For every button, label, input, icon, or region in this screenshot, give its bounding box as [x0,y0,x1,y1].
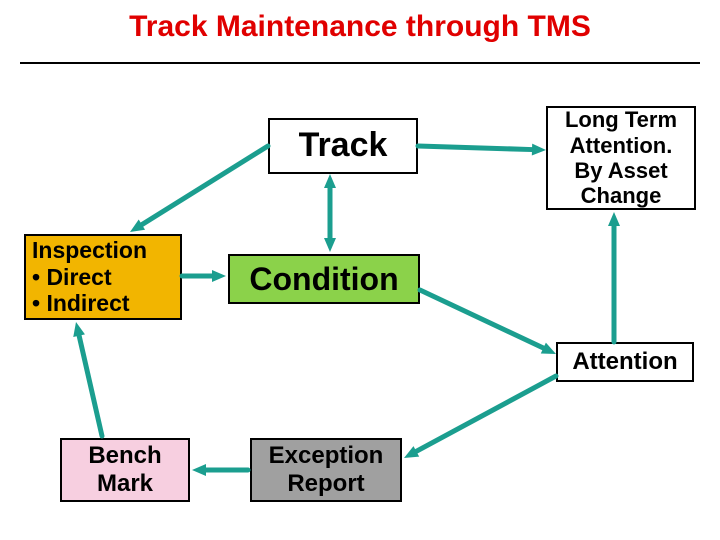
node-inspection-line2: • Direct [32,264,112,290]
node-benchmark-line2: Mark [97,470,153,498]
node-track-label: Track [299,126,388,165]
node-longterm-line1: Long Term [565,107,677,132]
node-condition: Condition [228,254,420,304]
arrow-attention-to-exception [416,376,556,451]
node-exception-line1: Exception [269,442,384,470]
node-longterm-line4: Change [581,183,662,208]
node-inspection-line3: • Indirect [32,290,130,316]
node-longterm: Long Term Attention. By Asset Change [546,106,696,210]
node-attention: Attention [556,342,694,382]
arrow-track-to-longterm [418,146,532,150]
node-exception-line2: Report [287,470,364,498]
page-title: Track Maintenance through TMS [0,10,720,44]
node-attention-label: Attention [572,348,677,376]
node-longterm-line2: Attention. [570,133,673,158]
node-track: Track [268,118,418,174]
node-benchmark: Bench Mark [60,438,190,502]
node-inspection-line1: Inspection [32,237,147,263]
node-condition-label: Condition [249,261,398,298]
title-rule [20,62,700,64]
node-exception: Exception Report [250,438,402,502]
arrow-benchmark-to-inspection [79,336,102,436]
arrow-track-to-inspection [142,146,268,225]
arrow-condition-to-attention [420,290,543,348]
node-benchmark-line1: Bench [88,442,161,470]
node-longterm-line3: By Asset [574,158,667,183]
node-inspection: Inspection • Direct • Indirect [24,234,182,320]
